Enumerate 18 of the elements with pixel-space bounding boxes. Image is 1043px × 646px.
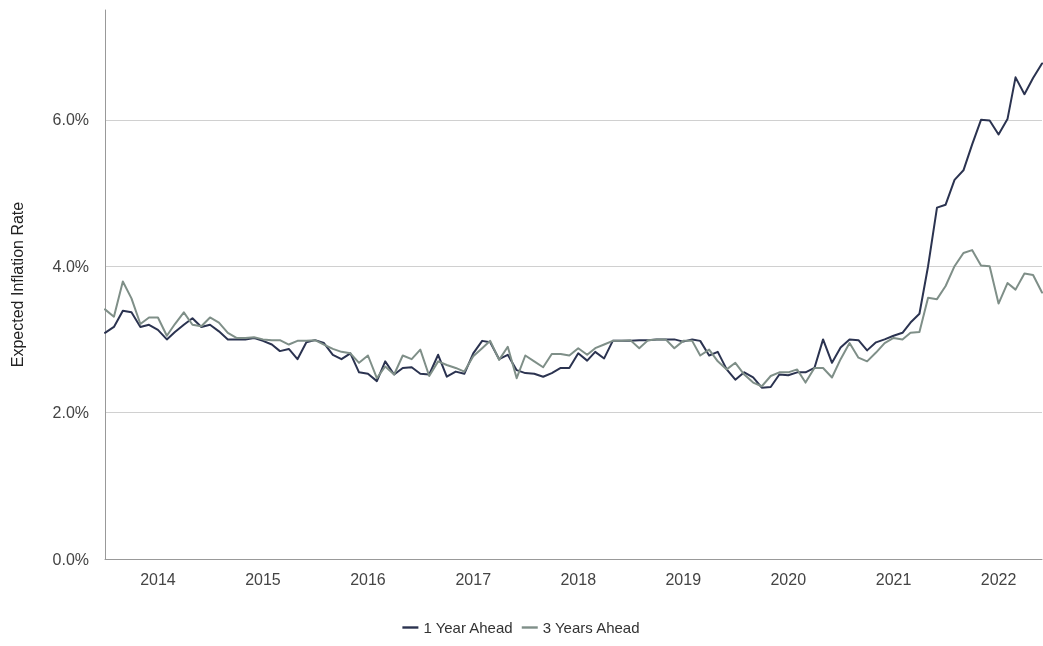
x-tick-label: 2019 bbox=[665, 570, 702, 588]
x-tick-label: 2014 bbox=[140, 570, 176, 588]
x-tick-label: 2015 bbox=[245, 570, 281, 588]
y-tick-label: 4.0% bbox=[52, 257, 89, 275]
x-tick-label: 2022 bbox=[980, 570, 1017, 588]
y-axis-title: Expected Inflation Rate bbox=[8, 201, 26, 368]
legend-label: 1 Year Ahead bbox=[423, 619, 513, 636]
line-series bbox=[104, 249, 1043, 388]
y-tick-label: 0.0% bbox=[52, 550, 89, 568]
x-tick-label: 2017 bbox=[455, 570, 492, 588]
legend-label: 3 Years Ahead bbox=[542, 619, 640, 636]
x-tick-label: 2020 bbox=[770, 570, 807, 588]
y-tick-label: 6.0% bbox=[52, 111, 89, 129]
y-tick-label: 2.0% bbox=[52, 404, 89, 422]
line-series bbox=[104, 62, 1043, 389]
x-tick-label: 2018 bbox=[560, 570, 597, 588]
x-tick-label: 2021 bbox=[875, 570, 912, 588]
x-tick-label: 2016 bbox=[350, 570, 386, 588]
